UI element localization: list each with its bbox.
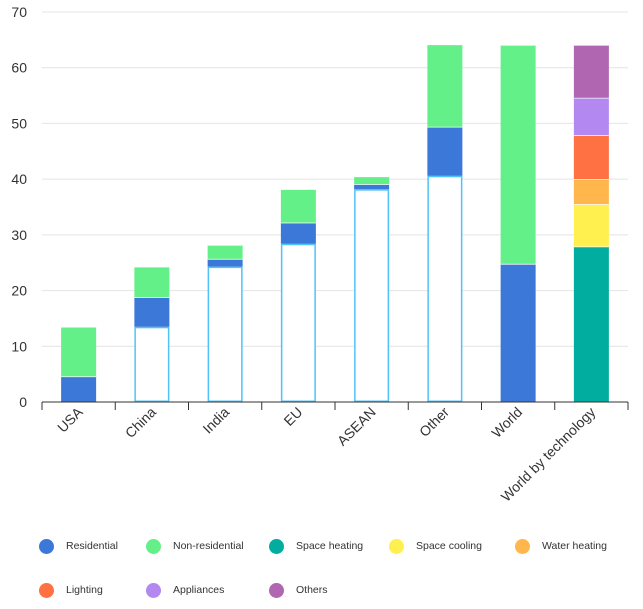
legend-swatch (389, 538, 404, 554)
legend-swatch (269, 538, 284, 554)
legend-label: Residential (66, 540, 118, 552)
bar-segment-appliances (573, 97, 609, 136)
x-tick-label: India (199, 404, 232, 437)
y-tick-label: 0 (19, 394, 27, 410)
bar-segment-non-residential (500, 44, 536, 264)
y-tick-label: 60 (11, 60, 27, 76)
x-tick-label: World (488, 404, 525, 441)
legend-swatch (39, 582, 54, 598)
y-tick-label: 10 (11, 338, 27, 354)
legend-swatch (146, 538, 161, 554)
legend-label: Non-residential (173, 540, 244, 552)
y-tick-label: 40 (11, 171, 27, 187)
legend-label: Space heating (296, 540, 364, 552)
bar-segment-lighting (573, 135, 609, 180)
bar-segment-residential (207, 258, 243, 267)
legend-item[interactable]: Water heating (515, 536, 607, 556)
bar-segment-non-residential (427, 44, 463, 127)
x-tick-label: EU (280, 404, 305, 429)
legend-label: Others (296, 584, 328, 596)
bar-segment-non-residential (280, 189, 316, 223)
legend-item[interactable]: Lighting (39, 580, 103, 600)
legend-swatch (269, 582, 284, 598)
bar-segment-non-residential (207, 244, 243, 259)
bar-segment-non-residential (354, 176, 390, 185)
bar-segment-space-cooling (573, 204, 609, 247)
legend-item[interactable]: Others (269, 580, 328, 600)
legend-swatch (39, 538, 54, 554)
bar-segment-non-residential (61, 326, 97, 377)
bar-segment-residential (354, 184, 390, 190)
legend: Residential Non-residential Space heating S… (0, 528, 643, 609)
legend-item[interactable]: Space heating (269, 536, 363, 556)
bar-segment-water-heating (573, 179, 609, 205)
y-tick-label: 50 (11, 115, 27, 131)
bar-segment-others (573, 44, 609, 98)
bar-segment-non-residential (134, 266, 170, 298)
legend-item[interactable]: Space cooling (389, 536, 482, 556)
bar-base-segment (354, 189, 390, 402)
y-tick-label: 70 (11, 4, 27, 20)
legend-swatch (515, 538, 530, 554)
legend-label: Appliances (173, 584, 225, 596)
y-tick-label: 30 (11, 227, 27, 243)
x-tick-label: USA (54, 403, 86, 435)
bar-segment-residential (134, 297, 170, 327)
grid-lines (42, 11, 628, 347)
bar-segment-residential (61, 376, 97, 402)
bar-base-segment (207, 266, 243, 402)
bar-base-segment (280, 243, 316, 402)
x-tick-label: ASEAN (334, 404, 379, 449)
legend-label: Lighting (66, 584, 103, 596)
legend-label: Space cooling (416, 540, 482, 552)
bar-segment-residential (427, 126, 463, 176)
y-tick-label: 20 (11, 283, 27, 299)
stacked-bar-chart: 0 10 20 30 40 50 60 70 USA China India EU ASEAN Othe… (11, 4, 629, 505)
bar-base-segment (427, 175, 463, 402)
x-tick-label: China (122, 404, 159, 441)
y-axis: 0 10 20 30 40 50 60 70 (11, 4, 27, 410)
legend-item[interactable]: Non-residential (146, 536, 244, 556)
bar-base-segment (134, 326, 170, 402)
bar-segment-residential (500, 263, 536, 402)
legend-item[interactable]: Appliances (146, 580, 224, 600)
x-tick-label: Other (416, 404, 452, 440)
legend-item[interactable]: Residential (39, 536, 118, 556)
bar-segment-residential (280, 222, 316, 244)
bars (61, 43, 609, 402)
bar-segment-space-heating (573, 246, 609, 402)
legend-label: Water heating (542, 540, 607, 552)
legend-swatch (146, 582, 161, 598)
